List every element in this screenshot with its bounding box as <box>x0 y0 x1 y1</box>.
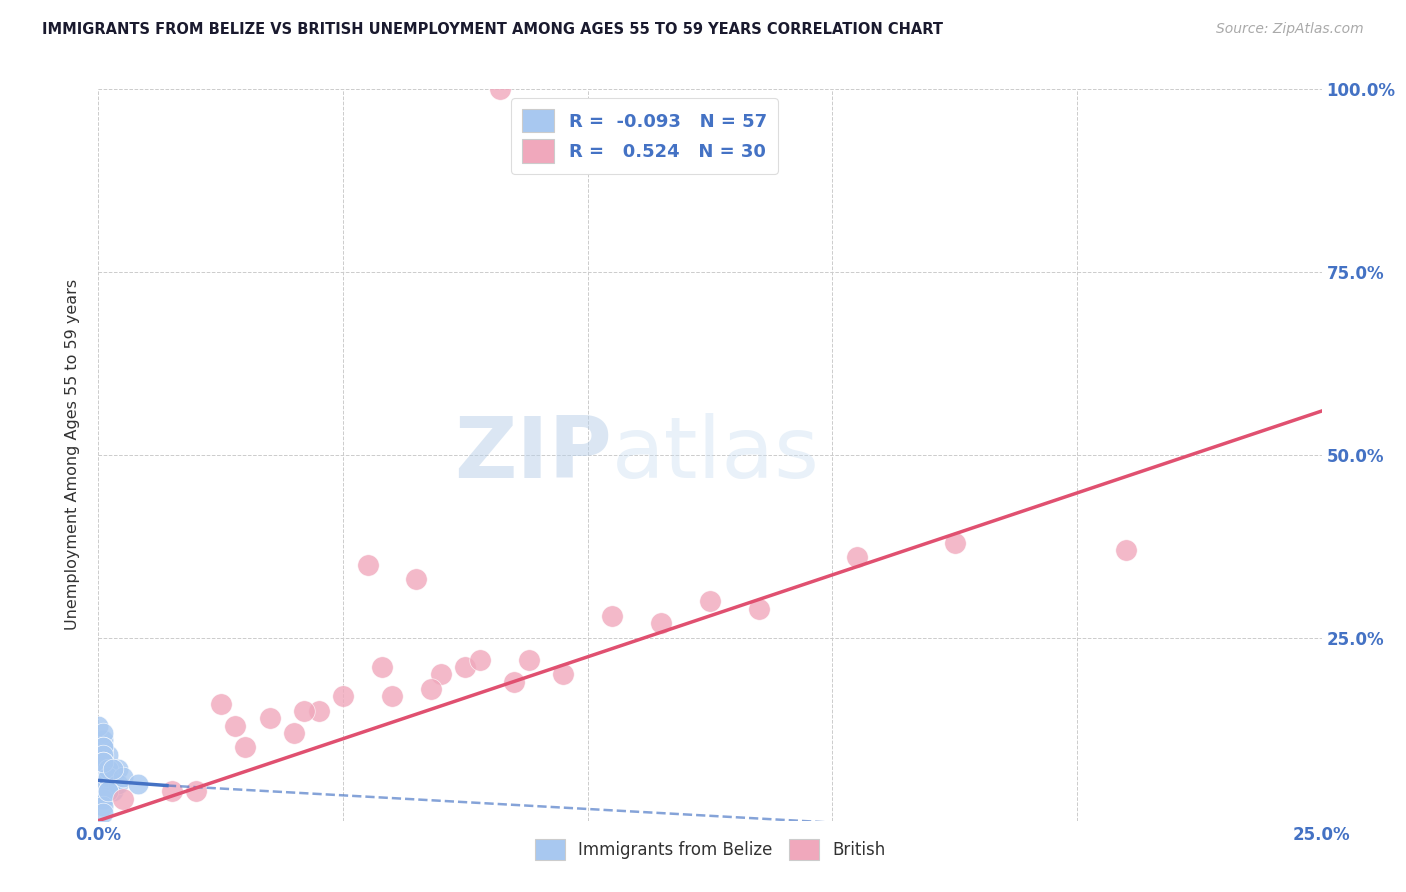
Point <box>91 755 114 769</box>
Point <box>748 601 770 615</box>
Text: atlas: atlas <box>612 413 820 497</box>
Point <box>91 763 114 777</box>
Point <box>91 733 114 747</box>
Point <box>91 747 114 762</box>
Point <box>87 784 110 798</box>
Point <box>107 777 129 791</box>
Point <box>91 777 114 791</box>
Point <box>91 740 114 755</box>
Point <box>97 777 120 791</box>
Point <box>111 770 134 784</box>
Point <box>233 740 256 755</box>
Point <box>259 711 281 725</box>
Point <box>111 791 134 805</box>
Point <box>430 667 453 681</box>
Point <box>468 653 491 667</box>
Point <box>101 770 124 784</box>
Point <box>101 763 124 777</box>
Point <box>101 777 124 791</box>
Point <box>91 770 114 784</box>
Point <box>91 726 114 740</box>
Point <box>101 784 124 798</box>
Text: Source: ZipAtlas.com: Source: ZipAtlas.com <box>1216 22 1364 37</box>
Point <box>91 755 114 769</box>
Point <box>91 777 114 791</box>
Point <box>87 747 110 762</box>
Point <box>488 82 510 96</box>
Point <box>160 784 183 798</box>
Point <box>308 704 330 718</box>
Point <box>91 763 114 777</box>
Point <box>91 777 114 791</box>
Point <box>91 791 114 805</box>
Point <box>87 718 110 732</box>
Point <box>91 784 114 798</box>
Point <box>97 777 120 791</box>
Point <box>91 755 114 769</box>
Point <box>97 777 120 791</box>
Point <box>91 770 114 784</box>
Point <box>87 784 110 798</box>
Point <box>91 806 114 821</box>
Point <box>381 690 404 704</box>
Point <box>127 777 149 791</box>
Point <box>517 653 540 667</box>
Point <box>553 667 575 681</box>
Point <box>600 608 623 623</box>
Point <box>943 535 966 549</box>
Point <box>97 784 120 798</box>
Point <box>97 784 120 798</box>
Point <box>91 791 114 805</box>
Point <box>97 763 120 777</box>
Point <box>97 770 120 784</box>
Point <box>454 660 477 674</box>
Point <box>420 681 443 696</box>
Point <box>283 726 305 740</box>
Point <box>87 755 110 769</box>
Point <box>87 740 110 755</box>
Point <box>371 660 394 674</box>
Y-axis label: Unemployment Among Ages 55 to 59 years: Unemployment Among Ages 55 to 59 years <box>65 279 80 631</box>
Point <box>1115 543 1137 558</box>
Point <box>503 674 526 689</box>
Point <box>292 704 315 718</box>
Point <box>91 799 114 814</box>
Point <box>87 763 110 777</box>
Point <box>97 777 120 791</box>
Point <box>405 572 427 586</box>
Point <box>332 690 354 704</box>
Point <box>91 770 114 784</box>
Point <box>97 770 120 784</box>
Point <box>699 594 721 608</box>
Point <box>845 550 868 565</box>
Point <box>107 763 129 777</box>
Point <box>91 755 114 769</box>
Point <box>356 558 378 572</box>
Point <box>97 747 120 762</box>
Point <box>91 763 114 777</box>
Point <box>209 697 232 711</box>
Point <box>91 770 114 784</box>
Text: IMMIGRANTS FROM BELIZE VS BRITISH UNEMPLOYMENT AMONG AGES 55 TO 59 YEARS CORRELA: IMMIGRANTS FROM BELIZE VS BRITISH UNEMPL… <box>42 22 943 37</box>
Point <box>186 784 208 798</box>
Point <box>97 784 120 798</box>
Point <box>91 747 114 762</box>
Text: ZIP: ZIP <box>454 413 612 497</box>
Point <box>91 770 114 784</box>
Point <box>97 777 120 791</box>
Point <box>91 740 114 755</box>
Legend: Immigrants from Belize, British: Immigrants from Belize, British <box>527 832 893 867</box>
Point <box>97 784 120 798</box>
Point <box>97 784 120 798</box>
Point <box>224 718 246 732</box>
Point <box>650 616 672 631</box>
Point <box>91 755 114 769</box>
Point <box>97 763 120 777</box>
